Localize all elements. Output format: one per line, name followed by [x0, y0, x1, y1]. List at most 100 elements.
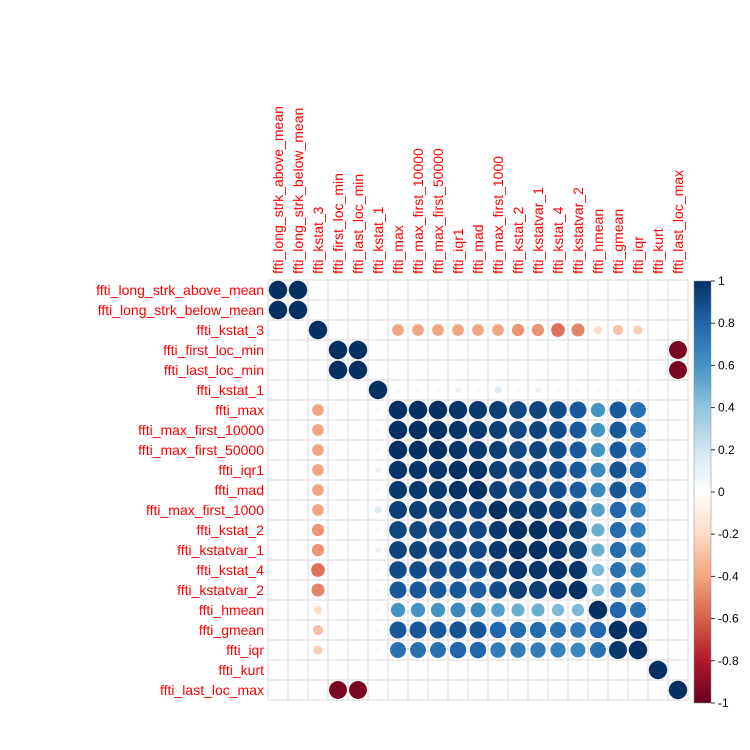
corr-cell-1-6	[396, 308, 400, 312]
corr-cell-9-14	[549, 461, 567, 479]
corr-cell-14-20	[676, 568, 680, 572]
corr-cell-7-12	[509, 421, 527, 439]
corr-cell-13-18	[630, 542, 646, 558]
corr-cell-9-20	[676, 468, 680, 472]
corr-cell-16-2	[313, 605, 323, 615]
corr-cell-5-14	[555, 387, 561, 393]
corr-cell-8-5	[375, 447, 381, 453]
corr-cell-2-13	[531, 323, 545, 337]
corr-cell-19-8	[436, 668, 440, 672]
corr-cell-8-6	[388, 440, 408, 460]
corr-cell-14-16	[591, 563, 605, 577]
corr-cell-19-2	[316, 668, 320, 672]
corr-cell-6-3	[336, 408, 340, 412]
corr-cell-17-5	[375, 627, 381, 633]
corr-cell-17-19	[656, 628, 660, 632]
corr-cell-0-19	[656, 288, 660, 292]
corr-cell-2-1	[296, 328, 300, 332]
corr-cell-15-8	[429, 581, 447, 599]
column-label: ffti_max_first_50000	[430, 148, 446, 274]
column-label: ffti_kstatvar_2	[570, 187, 586, 274]
corr-cell-0-14	[556, 288, 560, 292]
corr-cell-4-19	[656, 368, 660, 372]
corr-cell-5-20	[676, 388, 680, 392]
colorbar-tick-label: 1	[718, 274, 725, 288]
corr-cell-6-5	[375, 407, 381, 413]
column-label: ffti_last_loc_max	[670, 170, 686, 274]
corr-cell-14-5	[375, 567, 381, 573]
corr-cell-7-17	[609, 421, 627, 439]
corr-cell-2-6	[392, 324, 404, 336]
corr-cell-11-4	[356, 508, 360, 512]
column-label: ffti_mad	[470, 224, 486, 274]
corr-cell-7-20	[676, 428, 680, 432]
corr-cell-6-14	[549, 401, 567, 419]
corr-cell-19-7	[416, 668, 420, 672]
corr-cell-5-1	[296, 388, 300, 392]
row-label: ffti_kstat_2	[197, 522, 265, 538]
row-label: ffti_kstatvar_1	[177, 542, 264, 558]
corr-cell-10-1	[296, 488, 300, 492]
corr-cell-16-8	[430, 602, 446, 618]
corr-cell-1-5	[376, 308, 380, 312]
corr-cell-3-8	[436, 348, 440, 352]
corr-cell-1-10	[476, 308, 480, 312]
corr-cell-8-2	[312, 444, 324, 456]
corr-cell-5-12	[515, 387, 521, 393]
corr-cell-2-2	[308, 320, 328, 340]
corr-cell-10-5	[375, 487, 381, 493]
corr-cell-4-15	[576, 368, 580, 372]
corr-cell-18-12	[510, 642, 526, 658]
corr-cell-18-1	[296, 648, 300, 652]
corr-cell-6-1	[296, 408, 300, 412]
corr-cell-4-10	[476, 368, 480, 372]
corr-cell-20-13	[536, 688, 540, 692]
corr-cell-18-8	[430, 642, 446, 658]
row-labels: ffti_long_strk_above_mean ffti_long_strk_…	[96, 282, 264, 698]
corr-cell-6-2	[312, 404, 324, 416]
corr-cell-3-16	[596, 348, 600, 352]
corr-cell-1-17	[616, 308, 620, 312]
corr-cell-10-0	[276, 488, 280, 492]
corr-cell-0-11	[496, 288, 500, 292]
colorbar-tick-label: 0.4	[718, 401, 735, 415]
corr-cell-4-14	[556, 368, 560, 372]
row-label: ffti_hmean	[199, 602, 264, 618]
corr-cell-13-1	[296, 548, 300, 552]
corr-cell-14-17	[610, 562, 626, 578]
corr-cell-2-10	[472, 324, 484, 336]
corr-cell-3-2	[316, 348, 320, 352]
corr-cell-3-20	[669, 341, 687, 359]
corr-cell-10-10	[468, 480, 488, 500]
corr-cell-16-1	[296, 608, 300, 612]
corr-cell-20-1	[296, 688, 300, 692]
corr-cell-5-8	[435, 387, 441, 393]
column-label: ffti_kstatvar_1	[530, 187, 546, 274]
corr-cell-13-16	[591, 543, 605, 557]
corr-cell-1-18	[636, 308, 640, 312]
corr-cell-9-19	[656, 468, 660, 472]
corr-cell-5-10	[475, 387, 481, 393]
corr-cell-9-4	[356, 468, 360, 472]
row-label: ffti_max	[215, 402, 264, 418]
corr-cell-1-8	[436, 308, 440, 312]
corr-cell-10-6	[388, 480, 408, 500]
corr-cell-3-7	[416, 348, 420, 352]
corr-cell-19-17	[616, 668, 620, 672]
corr-cell-11-3	[336, 508, 340, 512]
corr-cell-5-13	[535, 387, 541, 393]
row-label: ffti_kstat_3	[197, 322, 265, 338]
corr-cell-18-5	[375, 647, 381, 653]
corr-cell-4-20	[669, 361, 687, 379]
corr-cell-1-9	[456, 308, 460, 312]
corr-cell-9-2	[312, 464, 324, 476]
corr-cell-20-12	[516, 688, 520, 692]
corr-cell-8-12	[509, 441, 527, 459]
corr-cell-0-10	[476, 288, 480, 292]
corr-cell-4-18	[636, 368, 640, 372]
column-labels: ffti_long_strk_above_mean ffti_long_strk_…	[270, 106, 686, 274]
corr-cell-4-11	[496, 368, 500, 372]
corr-cell-9-6	[388, 460, 408, 480]
corr-cell-1-16	[596, 308, 600, 312]
corr-cell-20-20	[668, 680, 688, 700]
